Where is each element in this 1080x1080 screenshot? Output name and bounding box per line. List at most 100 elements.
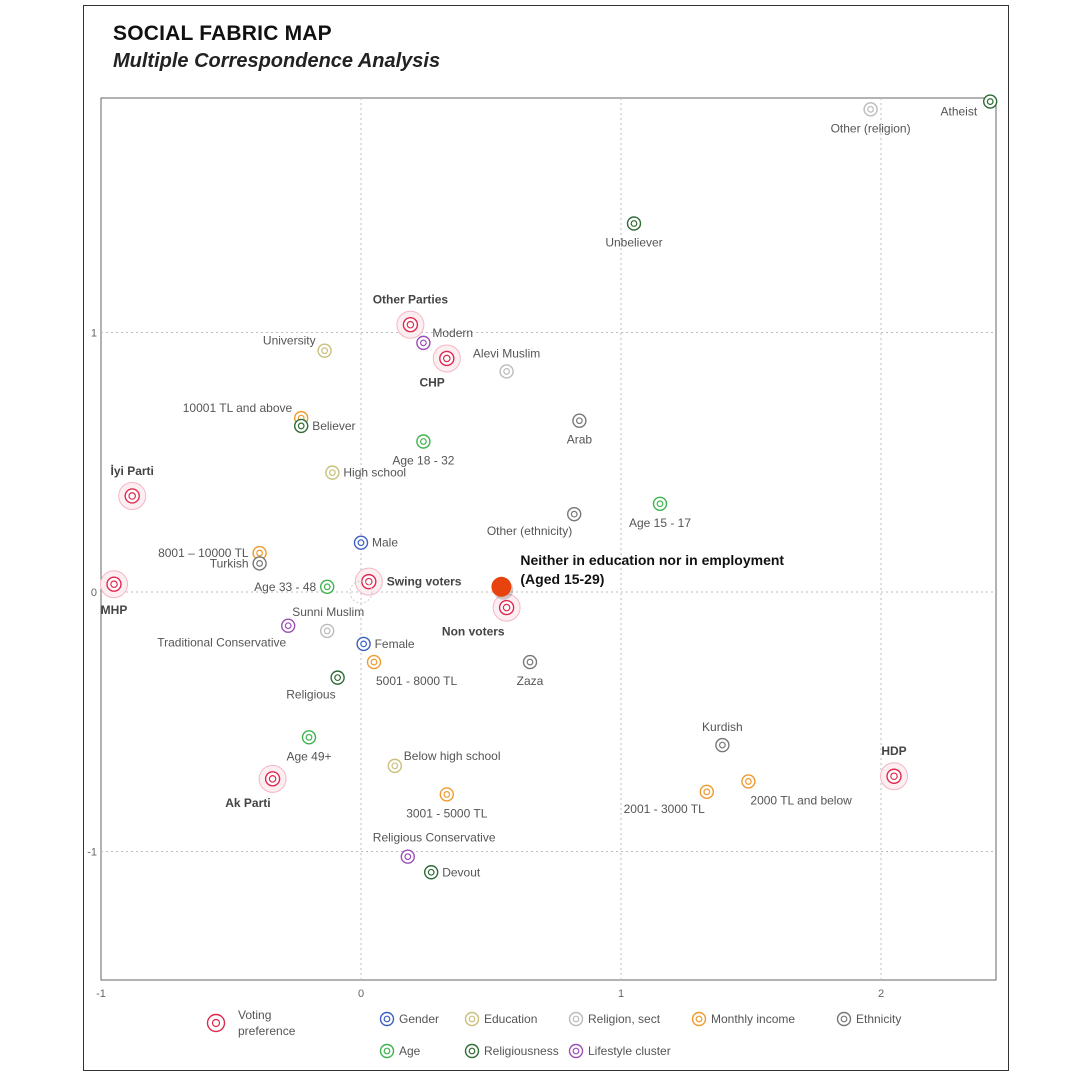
chart-frame — [83, 5, 1009, 1071]
x-tick-label: 1 — [618, 988, 624, 1000]
marker-ring — [567, 506, 582, 522]
legend-marker-core — [572, 1015, 580, 1023]
marker-core — [370, 658, 378, 666]
point-label: Arab — [567, 433, 593, 447]
chart-subtitle: Multiple Correspondence Analysis — [113, 50, 441, 72]
marker-ring — [439, 350, 455, 367]
marker-ring — [715, 737, 730, 753]
legend-item-education: Education — [464, 1011, 537, 1027]
point-label: University — [263, 334, 316, 348]
plot-area — [100, 97, 997, 981]
marker-core — [360, 640, 368, 648]
legend-marker-core — [840, 1015, 848, 1023]
marker-ring — [652, 496, 668, 511]
marker-core — [406, 320, 415, 329]
legend-label: Ethnicity — [856, 1012, 901, 1026]
x-tick-label: -1 — [96, 988, 106, 1000]
point-non-voters: Non voters — [442, 593, 521, 639]
chart-title: SOCIAL FABRIC MAP — [113, 22, 332, 45]
point-label: Sunni Muslim — [292, 605, 364, 619]
marker-ring — [863, 102, 878, 117]
marker-core — [391, 762, 399, 770]
point-mhp: MHP — [100, 570, 128, 617]
marker-ring — [400, 849, 415, 864]
point-label: Ak Parti — [225, 796, 270, 810]
point-age-15-17: Age 15 - 17 — [629, 496, 691, 530]
marker-core — [502, 603, 511, 612]
legend-item-voting: Voting preference — [206, 1008, 296, 1038]
point-label: Age 33 - 48 — [254, 580, 316, 594]
legend-label: Religion, sect — [588, 1012, 661, 1026]
point-female: Female — [356, 636, 415, 652]
legend-marker — [836, 1011, 852, 1027]
marker-ring — [498, 599, 515, 616]
marker-core — [986, 98, 994, 105]
point-label: Age 49+ — [286, 749, 331, 763]
marker-core — [442, 354, 451, 363]
point-alevi-muslim: Alevi Muslim — [473, 346, 540, 379]
legend-marker — [206, 1013, 226, 1033]
y-tick-label: 0 — [91, 587, 97, 599]
point-label: Alevi Muslim — [473, 346, 540, 360]
legend-marker-core — [468, 1015, 476, 1023]
marker-core — [404, 853, 412, 861]
point-label: 5001 - 8000 TL — [376, 674, 458, 688]
marker-ring — [320, 623, 335, 639]
marker-ring — [361, 573, 377, 590]
point-label: MHP — [101, 603, 128, 617]
point-i-yi-parti: İyi Parti — [111, 463, 154, 510]
marker-ring — [366, 654, 382, 670]
point-atheist: Atheist — [941, 94, 998, 119]
point-other-ethnicity: Other (ethnicity) — [487, 506, 582, 538]
legend-marker-core — [468, 1047, 476, 1055]
point-label: Female — [375, 637, 415, 651]
point-label: Swing voters — [387, 575, 462, 589]
marker-core — [427, 868, 435, 876]
point-label: Believer — [312, 419, 355, 433]
legend-marker — [691, 1011, 707, 1027]
point-ak-parti: Ak Parti — [225, 764, 287, 810]
legend-marker — [379, 1043, 395, 1059]
legend-marker-core — [211, 1018, 221, 1028]
y-tick-label: -1 — [87, 847, 97, 859]
legend-item-lifestyle: Lifestyle cluster — [568, 1043, 671, 1059]
point-age-33-48: Age 33 - 48 — [254, 579, 335, 595]
point-label: HDP — [881, 744, 906, 758]
legend-marker — [464, 1011, 480, 1027]
marker-ring — [330, 670, 345, 685]
point-label: Other (ethnicity) — [487, 524, 572, 538]
marker-ring — [317, 343, 332, 358]
point-religious: Religious — [286, 670, 345, 702]
point-label: Age 18 - 32 — [392, 453, 454, 467]
legend-label: Education — [484, 1012, 537, 1026]
marker-ring — [416, 335, 431, 351]
point-age-49: Age 49+ — [286, 730, 332, 763]
point-zaza: Zaza — [517, 654, 544, 688]
marker-ring — [325, 465, 340, 480]
point-label: Other Parties — [373, 293, 449, 307]
point-below-high-school: Below high school — [387, 749, 501, 774]
point-label: 3001 - 5000 TL — [406, 806, 488, 820]
point-arab: Arab — [567, 413, 593, 447]
marker-ring — [424, 865, 439, 880]
point-label: 2000 TL and below — [750, 793, 852, 807]
legend-label: Lifestyle cluster — [588, 1044, 671, 1058]
marker-ring — [499, 364, 514, 379]
point-label: High school — [343, 466, 406, 480]
legend-label: Age — [399, 1044, 421, 1058]
point-unbeliever: Unbeliever — [605, 216, 663, 250]
legend-item-religion: Religion, sect — [568, 1011, 661, 1027]
legend-item-age: Age — [379, 1043, 421, 1059]
marker-ring — [353, 535, 369, 550]
point-label: Devout — [442, 865, 481, 879]
marker-ring — [387, 758, 402, 774]
highlight-label-line2: (Aged 15-29) — [520, 571, 604, 587]
marker-core — [443, 791, 451, 798]
point-label: 10001 TL and above — [183, 401, 293, 415]
point-university: University — [263, 334, 332, 358]
marker-ring — [356, 636, 371, 652]
legend: Voting preference Gender Education Religion,… — [206, 1008, 901, 1059]
point-kurdish: Kurdish — [702, 720, 743, 753]
legend-item-religiousness: Religiousness — [464, 1043, 559, 1059]
